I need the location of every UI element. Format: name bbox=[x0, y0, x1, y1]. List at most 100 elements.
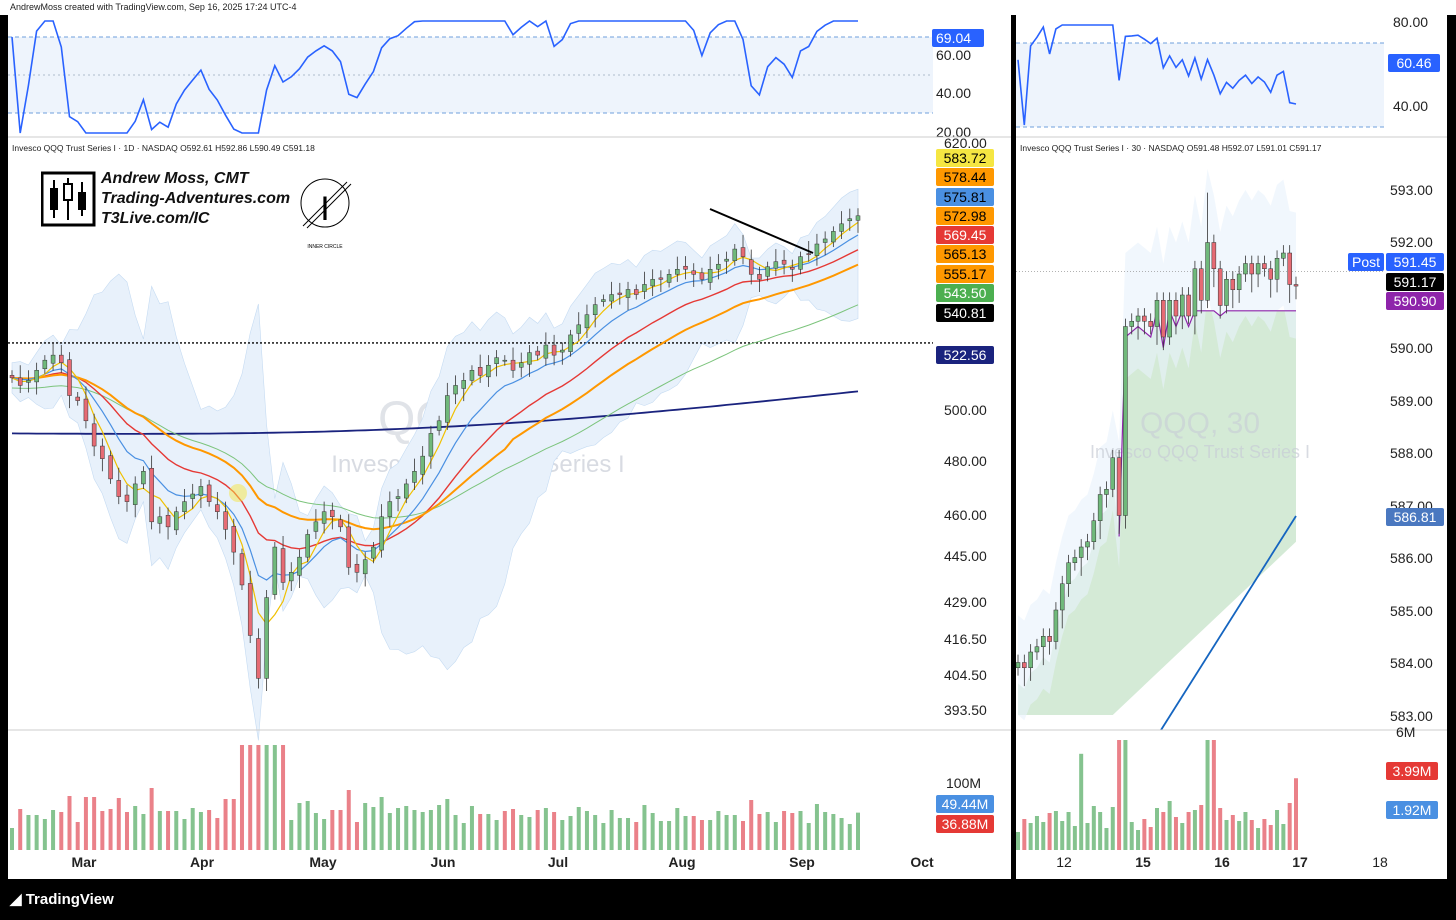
candle-body bbox=[1104, 489, 1109, 495]
candle-body bbox=[256, 638, 261, 679]
volume-bar bbox=[650, 813, 655, 850]
price-tag-label: 555.17 bbox=[944, 266, 987, 282]
candle-body bbox=[379, 516, 384, 551]
volume-bar bbox=[1192, 810, 1197, 850]
candle-body bbox=[790, 266, 795, 270]
candle-body bbox=[1186, 294, 1191, 317]
volume-bar bbox=[182, 819, 187, 850]
brand-block: I INNER CIRCLE Andrew Moss, CMT Trading-… bbox=[40, 170, 371, 255]
volume-bar bbox=[10, 828, 14, 850]
candle-body bbox=[486, 364, 491, 378]
candle-body bbox=[1078, 546, 1084, 558]
tradingview-logo[interactable]: ◢ TradingView bbox=[10, 890, 114, 908]
volume-bar bbox=[371, 807, 376, 850]
price-tag-label: 586.81 bbox=[1394, 509, 1437, 525]
rsi-axis-label: 80.00 bbox=[1393, 15, 1428, 30]
day-label: 16 bbox=[1214, 854, 1230, 870]
candle-body bbox=[206, 484, 212, 502]
candle-body bbox=[182, 501, 187, 512]
month-label: Apr bbox=[190, 854, 215, 870]
price-tag bbox=[936, 284, 994, 302]
candle-body bbox=[691, 270, 696, 275]
candle-body bbox=[1072, 557, 1078, 563]
candle-body bbox=[247, 583, 253, 636]
volume-bar bbox=[215, 818, 220, 850]
candle-body bbox=[1268, 268, 1273, 280]
volume-bar bbox=[732, 815, 737, 850]
candle-body bbox=[642, 284, 647, 292]
volume-bar bbox=[1079, 753, 1084, 850]
daily-chart-svg[interactable]: 60.00 40.00 20.00 69.04 Invesco QQQ Trust Se… bbox=[8, 15, 1011, 879]
volume-bar bbox=[1180, 823, 1185, 850]
month-label: Jul bbox=[548, 854, 568, 870]
candle-body bbox=[305, 534, 310, 558]
volume-bar bbox=[264, 745, 269, 850]
candle-body bbox=[1110, 457, 1116, 490]
highlight-marker bbox=[229, 484, 247, 502]
price-tag bbox=[936, 346, 994, 364]
price-axis-label: 588.00 bbox=[1390, 445, 1433, 461]
volume-bar bbox=[478, 814, 483, 850]
volume-bar bbox=[198, 812, 203, 850]
candle-body bbox=[17, 377, 23, 386]
price-axis-label: 460.00 bbox=[944, 507, 987, 523]
green-ma-line bbox=[11, 304, 859, 519]
price-axis-label: 480.00 bbox=[944, 453, 987, 469]
volume-bar bbox=[469, 806, 474, 850]
candle-body bbox=[346, 526, 352, 568]
candle-body bbox=[198, 486, 204, 496]
candle-body bbox=[551, 344, 557, 356]
candle-body bbox=[535, 350, 540, 356]
volume-bar bbox=[486, 814, 491, 850]
candle-body bbox=[1167, 300, 1172, 338]
candle-body bbox=[231, 526, 237, 553]
right-chart-panel[interactable]: 80.00 40.00 60.46 Invesco QQQ Trust Series … bbox=[1016, 15, 1447, 879]
brand-link: T3Live.com/IC bbox=[101, 210, 210, 227]
day-label: 17 bbox=[1292, 854, 1308, 870]
bollinger-band bbox=[11, 188, 859, 741]
candle-body bbox=[1059, 583, 1065, 611]
footer-bar bbox=[0, 879, 1456, 920]
volume-bar bbox=[453, 815, 458, 850]
volume-bar bbox=[1047, 813, 1052, 850]
volume-bar bbox=[839, 818, 844, 850]
price-axis-label: 593.00 bbox=[1390, 182, 1433, 198]
candle-body bbox=[215, 504, 220, 512]
rsi-value-tag bbox=[1388, 54, 1440, 72]
month-label: Mar bbox=[72, 854, 97, 870]
volume-bar bbox=[543, 808, 548, 850]
trendline bbox=[709, 208, 814, 254]
candle-body bbox=[1274, 258, 1280, 280]
candle-body bbox=[617, 292, 623, 295]
candle-body bbox=[420, 455, 425, 475]
volume-bar bbox=[354, 822, 359, 850]
candle-body bbox=[9, 375, 15, 379]
left-chart-panel[interactable]: 60.00 40.00 20.00 69.04 Invesco QQQ Trust Se… bbox=[8, 15, 1011, 879]
candle-body bbox=[1047, 636, 1052, 642]
volume-bar bbox=[593, 815, 598, 850]
volume-tag-label: 3.99M bbox=[1393, 763, 1432, 779]
price-tag bbox=[936, 245, 994, 263]
candle-body bbox=[1154, 300, 1160, 327]
candle-body bbox=[518, 362, 524, 368]
volume-bar bbox=[289, 820, 294, 850]
candle-body bbox=[601, 299, 606, 302]
volume-bar bbox=[1199, 805, 1204, 850]
volume-bar bbox=[1060, 821, 1065, 850]
volume-bar bbox=[814, 804, 819, 850]
volume-bar bbox=[1262, 819, 1267, 850]
volume-bar bbox=[1256, 828, 1261, 850]
volume-bar bbox=[157, 811, 162, 850]
price-tag-label: 565.13 bbox=[944, 246, 987, 262]
volume-bar bbox=[305, 801, 310, 850]
rsi-value-label: 69.04 bbox=[936, 30, 971, 46]
volume-bar bbox=[1205, 740, 1210, 850]
candle-body bbox=[428, 433, 434, 457]
candle-body bbox=[404, 483, 409, 499]
brand-site: Trading-Adventures.com bbox=[101, 190, 291, 207]
price-tag-label: 572.98 bbox=[944, 208, 987, 224]
intraday-chart-svg[interactable]: 80.00 40.00 60.46 Invesco QQQ Trust Series … bbox=[1016, 15, 1447, 879]
price-tag-label: 569.45 bbox=[944, 227, 987, 243]
rsi-axis-label: 20.00 bbox=[936, 124, 971, 140]
candle-body bbox=[1293, 284, 1299, 287]
